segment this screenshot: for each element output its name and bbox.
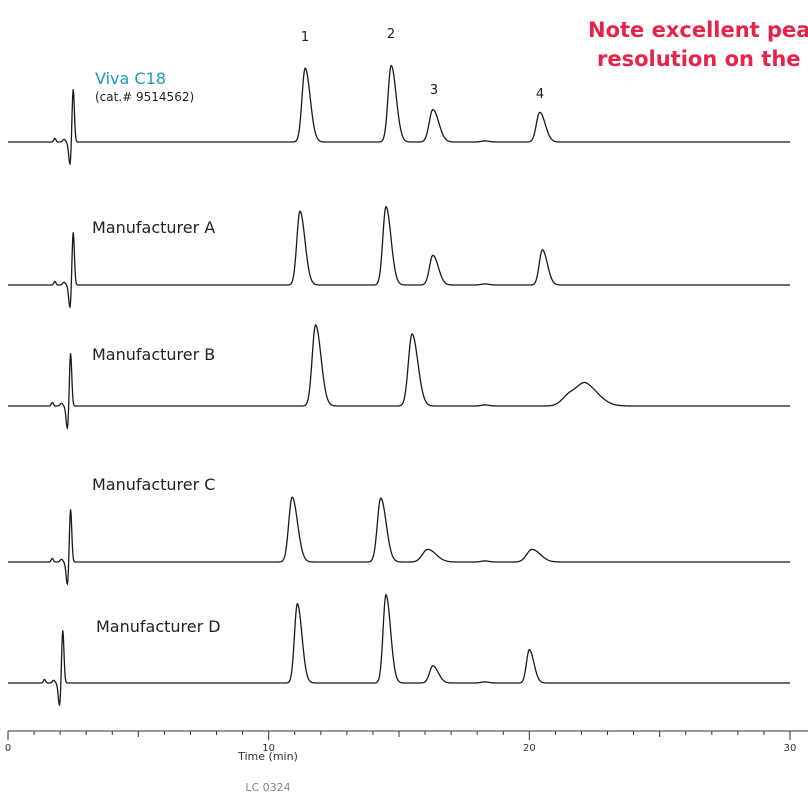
trace-line-5	[8, 593, 790, 707]
trace-line-3	[8, 324, 790, 430]
note-line-1: Note excellent peak	[588, 18, 808, 42]
series-label-manufacturer-a: Manufacturer A	[92, 218, 215, 237]
series-label-manufacturer-c: Manufacturer C	[92, 475, 215, 494]
series-subtitle-viva: (cat.# 9514562)	[95, 90, 194, 104]
x-axis: 0 10 20 30	[5, 730, 808, 754]
peak-labels-group: 1 2 3 4	[301, 27, 544, 102]
trace-line-4	[8, 496, 790, 586]
trace-line-2	[8, 205, 790, 309]
x-tick-label: 30	[784, 743, 797, 754]
peak-number-label: 2	[387, 27, 395, 42]
peak-number-label: 4	[536, 87, 544, 102]
series-labels-group: Viva C18 (cat.# 9514562) Manufacturer A Man…	[92, 69, 221, 636]
x-axis-label: Time (min)	[237, 750, 298, 763]
peak-number-label: 1	[301, 30, 309, 45]
series-label-manufacturer-d: Manufacturer D	[96, 617, 221, 636]
peak-number-label: 3	[430, 83, 438, 98]
x-tick-label: 20	[523, 743, 536, 754]
footer-code: LC 0324	[245, 781, 290, 794]
x-tick-label: 10	[262, 743, 275, 754]
series-label-manufacturer-b: Manufacturer B	[92, 345, 215, 364]
x-tick-label: 0	[5, 743, 11, 754]
series-label-viva: Viva C18	[95, 69, 166, 88]
trace-line-1	[8, 64, 790, 166]
traces-group	[8, 64, 790, 707]
note-line-2: resolution on the	[597, 47, 801, 71]
